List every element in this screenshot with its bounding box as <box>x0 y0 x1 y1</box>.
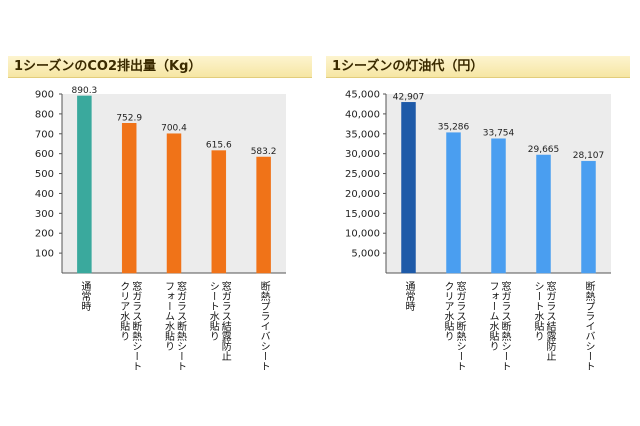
y-tick-label: 40,000 <box>345 109 380 120</box>
category-label-line: 窓ガラス断熱シート <box>499 280 511 371</box>
category-label-line: クリア水貼り <box>442 281 454 341</box>
category-label: 断熱プライバシート <box>258 280 270 371</box>
y-tick-label: 10,000 <box>345 229 380 240</box>
y-tick-label: 900 <box>35 90 54 101</box>
category-label-line: 窓ガラス結露防止 <box>544 280 556 361</box>
category-label-line: 窓ガラス断熱シート <box>454 280 466 371</box>
bar <box>491 138 506 274</box>
category-label-line: 通常時 <box>79 281 91 311</box>
y-tick-label: 25,000 <box>345 169 380 180</box>
category-label-line: 断熱プライバシート <box>258 280 270 371</box>
chart-title: 1シーズンのCO2排出量（Kg） <box>8 56 312 78</box>
data-label: 33,754 <box>483 129 515 139</box>
y-tick-label: 200 <box>35 229 54 240</box>
data-label: 28,107 <box>573 151 605 161</box>
data-label: 752.9 <box>116 113 142 123</box>
bar <box>446 132 461 274</box>
y-tick-label: 300 <box>35 209 54 220</box>
y-tick-label: 30,000 <box>345 149 380 160</box>
y-tick-label: 20,000 <box>345 189 380 200</box>
y-tick-label: 700 <box>35 129 54 140</box>
y-tick-label: 800 <box>35 109 54 120</box>
y-tick-label: 35,000 <box>345 129 380 140</box>
y-tick-label: 400 <box>35 189 54 200</box>
co2-bar-chart: 100 200 300 400 500 600 700 800 900 890.3 通常時 752.9… <box>35 86 286 371</box>
category-label-line: 通常時 <box>403 281 415 311</box>
kerosene-cost-bar-chart: 5,000 10,000 15,000 20,000 25,000 30,000 35,00… <box>345 90 611 371</box>
bar <box>211 150 227 274</box>
chart-title: 1シーズンの灯油代（円） <box>326 56 630 78</box>
bar <box>401 102 416 274</box>
bar <box>536 154 551 274</box>
y-tick-label: 100 <box>35 249 54 260</box>
category-label-line: 窓ガラス断熱シート <box>130 280 142 371</box>
category-label-line: 窓ガラス断熱シート <box>175 280 187 371</box>
data-label: 615.6 <box>206 141 232 151</box>
y-tick-label: 45,000 <box>345 90 380 101</box>
y-tick-label: 500 <box>35 169 54 180</box>
category-label-line: フォーム水貼り <box>487 281 499 351</box>
category-label-line: クリア水貼り <box>118 281 130 341</box>
y-tick-label: 5,000 <box>351 249 380 260</box>
bar <box>166 133 182 274</box>
data-label: 700.4 <box>161 124 187 134</box>
y-tick-label: 15,000 <box>345 209 380 220</box>
bar <box>256 156 271 274</box>
data-label: 29,665 <box>528 145 560 155</box>
co2-chart-panel: 1シーズンのCO2排出量（Kg） 100 200 300 400 500 600 700 80… <box>8 56 312 376</box>
data-label: 890.3 <box>72 86 98 96</box>
bar <box>77 95 92 274</box>
category-label-line: 断熱プライバシート <box>583 280 595 371</box>
kerosene-cost-chart-panel: 1シーズンの灯油代（円） 5,000 10,000 15,000 20,000 25,0… <box>326 56 630 376</box>
category-label-line: 窓ガラス結露防止 <box>219 280 231 361</box>
bar <box>581 160 596 274</box>
data-label: 583.2 <box>251 147 277 157</box>
category-label-line: フォーム水貼り <box>163 281 175 351</box>
category-label: 通常時 <box>403 281 415 311</box>
category-label-line: シート水貼り <box>532 281 544 341</box>
bar <box>121 123 137 274</box>
category-label: 通常時 <box>79 281 91 311</box>
data-label: 35,286 <box>438 123 470 133</box>
category-label-line: シート水貼り <box>207 281 219 341</box>
data-label: 42,907 <box>393 92 425 102</box>
y-tick-label: 600 <box>35 149 54 160</box>
category-label: 断熱プライバシート <box>583 280 595 371</box>
